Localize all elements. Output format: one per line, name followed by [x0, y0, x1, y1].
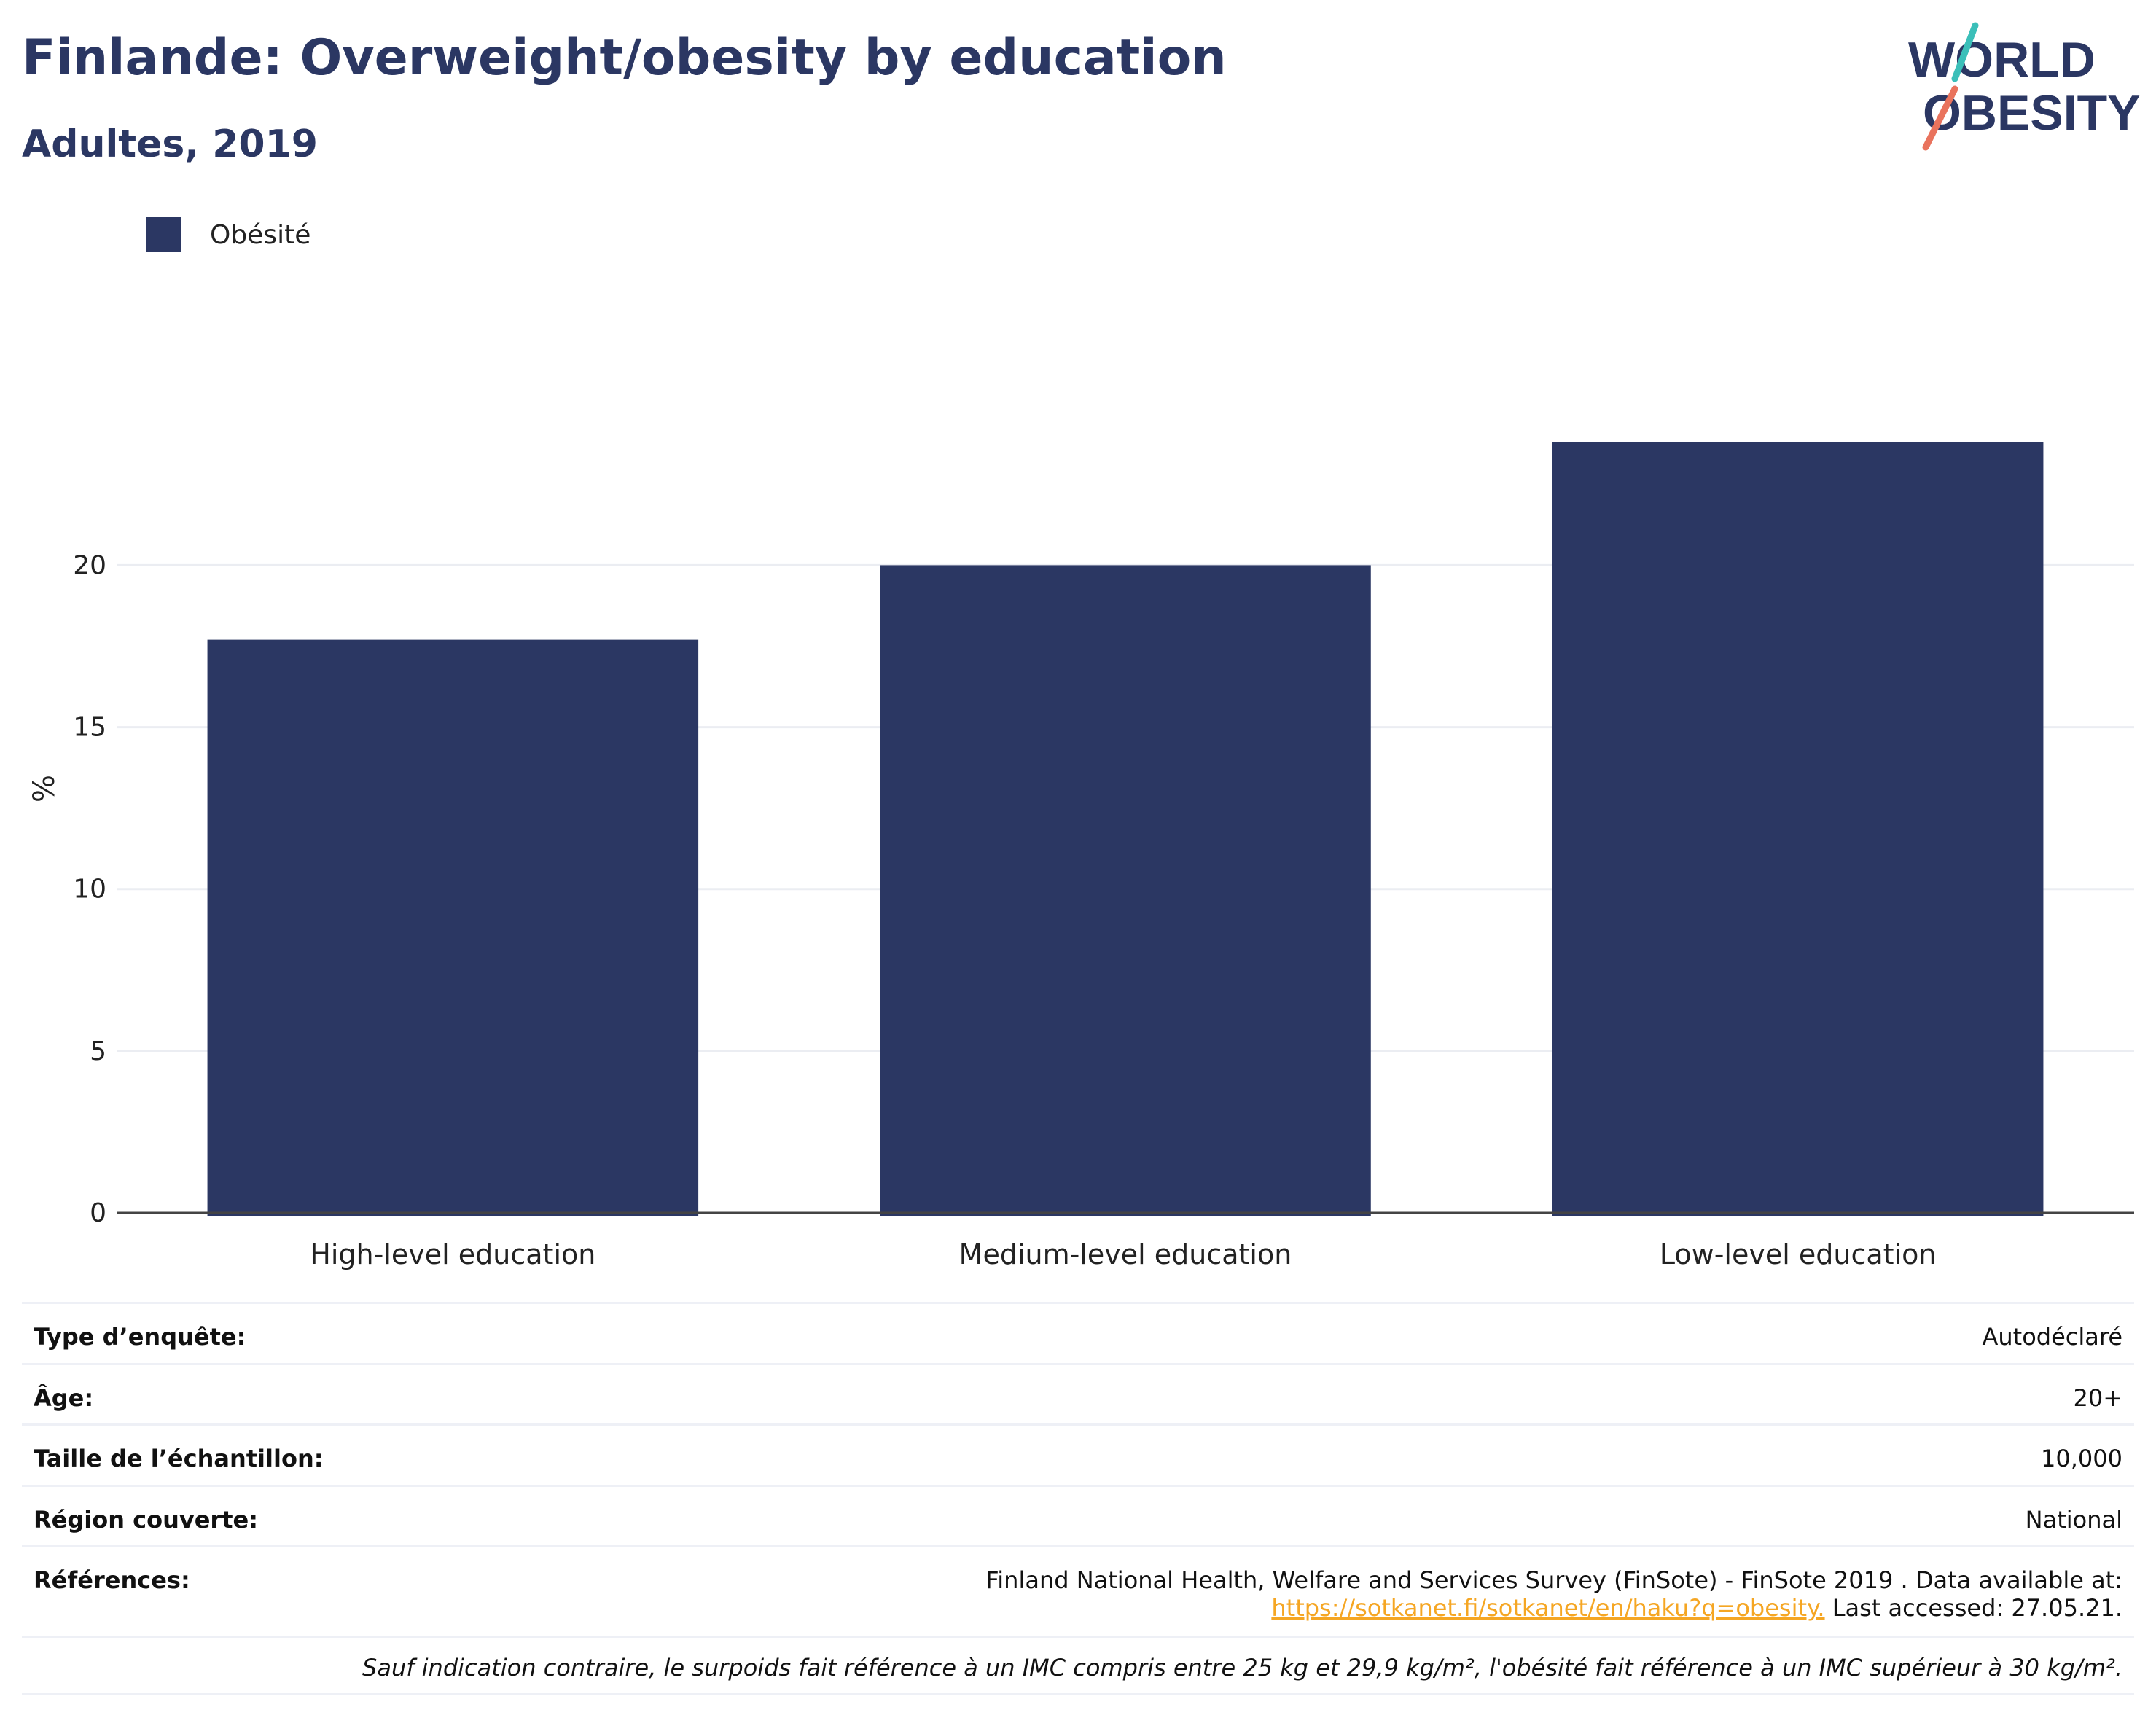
region-label: Région couverte:: [34, 1506, 258, 1534]
legend-label: Obésité: [210, 219, 311, 250]
references-link[interactable]: https://sotkanet.fi/sotkanet/en/haku?q=o…: [1271, 1594, 1825, 1622]
references-text: Finland National Health, Welfare and Ser…: [985, 1566, 2122, 1594]
legend: Obésité: [146, 217, 310, 252]
bar: [207, 639, 699, 1216]
meta-row-references: Références: Finland National Health, Wel…: [22, 1545, 2134, 1636]
references-label: Références:: [34, 1566, 190, 1594]
region-value: National: [2025, 1506, 2122, 1534]
meta-row-sample-size: Taille de l’échantillon: 10,000: [22, 1423, 2134, 1485]
meta-row-region: Région couverte: National: [22, 1485, 2134, 1545]
survey-type-label: Type d’enquête:: [34, 1323, 246, 1351]
x-tick-labels: High-level education Medium-level educati…: [310, 1238, 1936, 1270]
survey-type-value: Autodéclaré: [1982, 1323, 2122, 1351]
chart-subtitle: Adultes, 2019: [22, 122, 318, 166]
y-tick-labels: 0 5 10 15 20: [73, 550, 106, 1228]
meta-row-age: Âge: 20+: [22, 1363, 2134, 1423]
x-tick-label: Medium-level education: [959, 1238, 1292, 1270]
footnote: Sauf indication contraire, le surpoids f…: [22, 1636, 2134, 1695]
world-obesity-logo: WORLD OBESITY: [1908, 22, 2141, 151]
x-tick-label: Low-level education: [1660, 1238, 1937, 1270]
age-label: Âge:: [34, 1384, 94, 1412]
legend-swatch: [146, 217, 181, 252]
x-tick-label: High-level education: [310, 1238, 595, 1270]
bar: [1552, 442, 2044, 1216]
y-tick-label: 0: [90, 1198, 106, 1228]
references-accessed: Last accessed: 27.05.21.: [1824, 1594, 2122, 1622]
sample-size-label: Taille de l’échantillon:: [34, 1445, 324, 1472]
bar: [880, 565, 1371, 1216]
y-tick-label: 5: [90, 1036, 106, 1066]
y-tick-label: 15: [73, 713, 106, 743]
logo-text-obesity: OBESITY: [1923, 85, 2141, 141]
sample-size-value: 10,000: [2041, 1445, 2122, 1472]
y-axis-label: %: [28, 775, 61, 802]
age-value: 20+: [2073, 1384, 2122, 1412]
metadata-table: Type d’enquête: Autodéclaré Âge: 20+ Tai…: [22, 1302, 2134, 1695]
y-tick-label: 20: [73, 550, 106, 580]
logo-text-world: WORLD: [1908, 32, 2096, 87]
meta-row-survey-type: Type d’enquête: Autodéclaré: [22, 1302, 2134, 1363]
y-tick-label: 10: [73, 875, 106, 905]
bar-chart: 0 5 10 15 20 High-level education Medium-leve…: [28, 442, 2134, 1270]
references-value: Finland National Health, Welfare and Ser…: [985, 1566, 2122, 1622]
bars: [207, 442, 2044, 1216]
chart-title: Finlande: Overweight/obesity by educatio…: [22, 29, 1227, 87]
